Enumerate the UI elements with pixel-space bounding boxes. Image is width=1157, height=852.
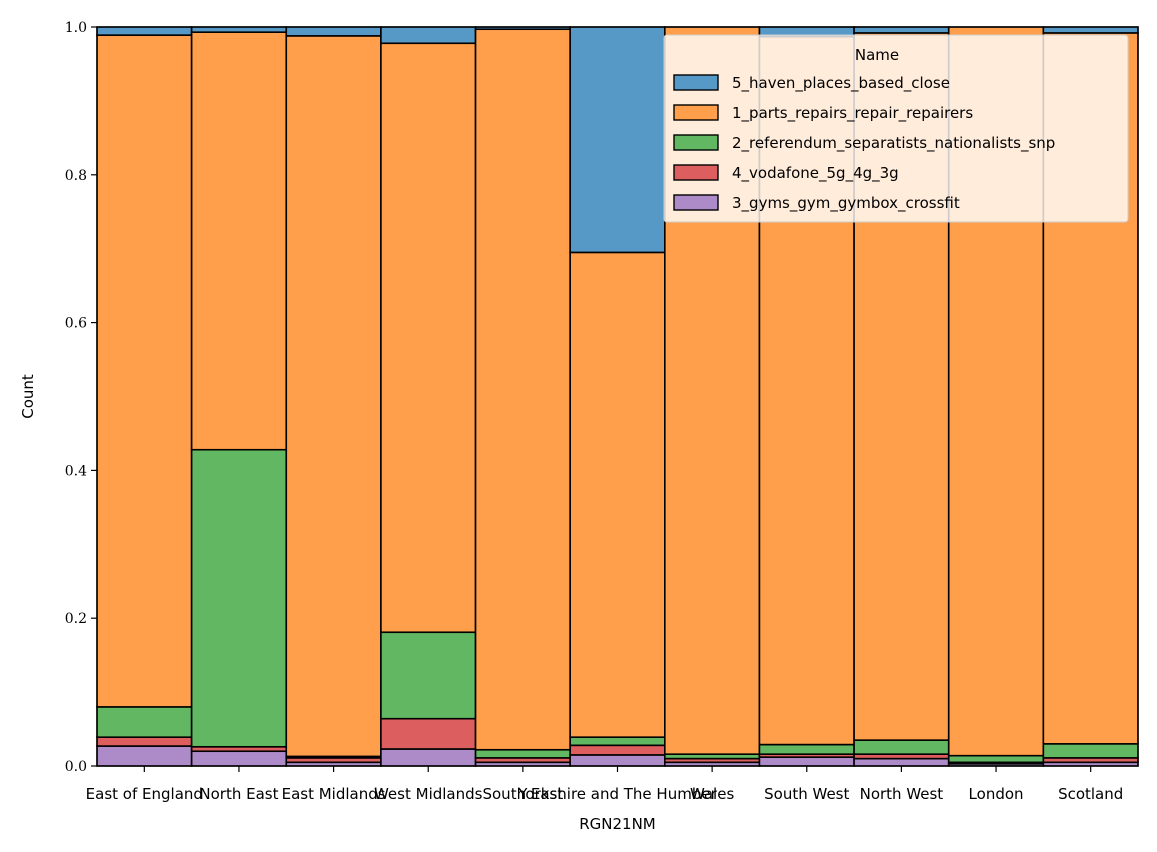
bar-segment-5_haven_places_based_close [569,26,666,254]
bar-segment-3_gyms_gym_gymbox_crossfit [380,748,477,767]
y-tick-label: 0.8 [65,168,87,184]
bar-segment-5_haven_places_based_close [380,26,477,45]
y-tick-label: 1.0 [65,20,87,36]
legend-items: 5_haven_places_based_close 1_parts_repair… [673,74,1055,213]
bar-segment-3_gyms_gym_gymbox_crossfit [569,754,666,767]
bar-segment-2_referendum_separatists_nationalists_snp [190,448,288,748]
bar-segment-5_haven_places_based_close [190,26,288,33]
bar-segment-1_parts_repairs_repair_repairers [569,251,666,738]
y-tick-label: 0.2 [65,611,87,627]
bar-segment-2_referendum_separatists_nationalists_snp [96,706,193,738]
legend-swatch [673,104,719,121]
legend-swatch [673,194,719,211]
legend-label: 2_referendum_separatists_nationalists_sn… [732,134,1055,153]
bar-segment-2_referendum_separatists_nationalists_snp [758,743,855,755]
bar-segment-2_referendum_separatists_nationalists_snp [853,739,950,755]
y-tick-label: 0.6 [65,316,87,332]
x-tick-label: Wales [690,785,734,803]
y-tick-label: 0.0 [65,759,87,775]
y-axis: 0.0 0.2 0.4 0.6 0.8 1.0 [65,20,97,775]
x-tick-label: London [969,785,1024,803]
bar-segment-2_referendum_separatists_nationalists_snp [947,754,1045,764]
bar-segment-4_vodafone_5g_4g_3g [569,744,666,756]
x-tick-label: North East [199,785,278,803]
x-axis-title: RGN21NM [579,815,656,833]
bar-segment-2_referendum_separatists_nationalists_snp [569,736,666,747]
legend-box [663,34,1129,223]
bar-segment-2_referendum_separatists_nationalists_snp [1042,743,1139,759]
bar-segment-3_gyms_gym_gymbox_crossfit [96,745,193,767]
legend-title: Name [855,46,899,64]
bar-segment-3_gyms_gym_gymbox_crossfit [758,756,855,767]
bar-segment-1_parts_repairs_repair_repairers [285,35,382,758]
x-tick-label: Yorkshire and The Humber [517,785,717,803]
bar-segment-5_haven_places_based_close [96,26,193,36]
bar-segment-1_parts_repairs_repair_repairers [96,34,193,708]
legend-swatch [673,134,719,151]
legend-label: 5_haven_places_based_close [732,74,950,93]
legend-label: 1_parts_repairs_repair_repairers [732,104,973,123]
legend-swatch [673,164,719,181]
x-tick-label: North West [860,785,944,803]
y-axis-title: Count [19,374,37,419]
legend: Name 5_haven_places_based_close 1_parts_r… [663,34,1129,223]
legend-label: 3_gyms_gym_gymbox_crossfit [732,194,960,213]
bar-segment-1_parts_repairs_repair_repairers [474,28,571,751]
bar-segment-5_haven_places_based_close [285,26,382,37]
legend-label: 4_vodafone_5g_4g_3g [732,164,899,183]
x-tick-label: East Midlands [282,785,386,803]
bar-segment-5_haven_places_based_close [1042,26,1139,34]
bar-segment-3_gyms_gym_gymbox_crossfit [190,750,288,767]
y-tick-label: 0.4 [65,463,87,479]
bar-segment-3_gyms_gym_gymbox_crossfit [853,757,950,767]
bar-segment-4_vodafone_5g_4g_3g [96,736,193,747]
legend-swatch [673,74,719,91]
x-tick-label: West Midlands [374,785,483,803]
bar-segment-5_haven_places_based_close [853,26,950,34]
bar-segment-4_vodafone_5g_4g_3g [380,717,477,750]
bar-segment-2_referendum_separatists_nationalists_snp [380,631,477,720]
x-tick-label: East of England [86,785,203,803]
bar-segment-2_referendum_separatists_nationalists_snp [474,748,571,759]
bar-segment-1_parts_repairs_repair_repairers [380,42,477,634]
bar-segment-1_parts_repairs_repair_repairers [190,31,288,451]
x-tick-label: South West [764,785,849,803]
x-tick-label: Scotland [1058,785,1123,803]
x-tick-label: South East [482,785,563,803]
